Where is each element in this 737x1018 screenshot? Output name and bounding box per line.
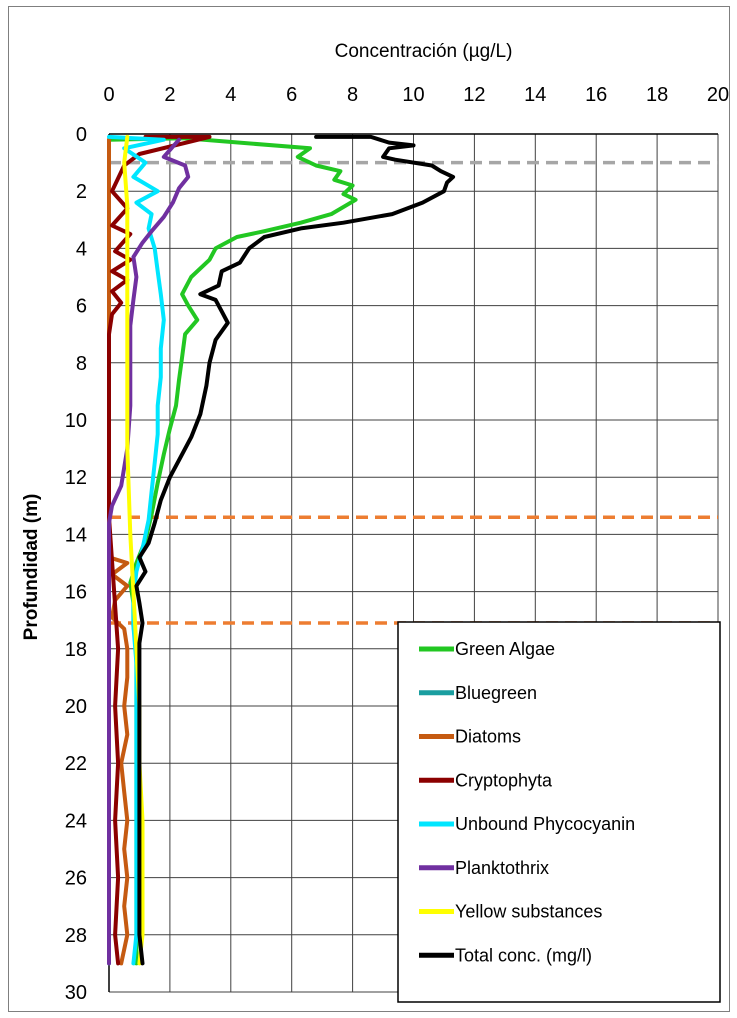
y-tick-label: 6 — [76, 296, 87, 318]
y-tick-label: 16 — [65, 582, 87, 604]
y-axis-title: Profundidad (m) — [21, 494, 42, 641]
x-tick-label: 14 — [524, 84, 546, 106]
series-total-conc-mg-l — [134, 134, 456, 966]
x-tick-label: 4 — [225, 84, 236, 106]
y-tick-label: 14 — [65, 524, 87, 546]
y-tick-label: 28 — [65, 925, 87, 947]
legend-label: Planktothrix — [455, 858, 549, 878]
legend-label: Diatoms — [455, 727, 521, 747]
x-tick-label: 12 — [463, 84, 485, 106]
legend-label: Cryptophyta — [455, 770, 553, 790]
y-tick-label: 4 — [76, 238, 87, 260]
y-tick-label: 8 — [76, 353, 87, 375]
y-tick-label: 20 — [65, 696, 87, 718]
x-axis-title: Concentración (µg/L) — [335, 41, 513, 62]
x-tick-label: 0 — [103, 84, 114, 106]
y-tick-label: 24 — [65, 810, 87, 832]
series-yellow-substances — [122, 134, 145, 966]
legend-label: Unbound Phycocyanin — [455, 814, 635, 834]
x-tick-label: 10 — [402, 84, 424, 106]
y-tick-label: 0 — [76, 124, 87, 146]
series-lines — [107, 134, 456, 966]
depth-profile-chart: 0 2 4 6 8 10 12 14 16 18 20 0246810121416182022242… — [21, 41, 729, 1004]
legend-label: Bluegreen — [455, 683, 537, 703]
x-tick-label: 16 — [585, 84, 607, 106]
legend-box — [397, 621, 721, 1003]
y-tick-label: 22 — [65, 753, 87, 775]
chart-frame: 0 2 4 6 8 10 12 14 16 18 20 0 2 4 6 8 10 12 14 16 18 20 22 24 2… — [8, 6, 730, 1012]
y-tick-label: 10 — [65, 410, 87, 432]
x-tick-label: 20 — [707, 84, 729, 106]
x-tick-label: 18 — [646, 84, 668, 106]
x-tick-label: 2 — [164, 84, 175, 106]
y-tick-label: 30 — [65, 982, 87, 1004]
legend: Green Algae Bluegreen Diatoms Cryptophyta Un… — [397, 621, 721, 1003]
legend-label: Green Algae — [455, 639, 555, 659]
series-planktothrix — [107, 137, 191, 966]
series-unbound-phycocyanin — [107, 134, 166, 966]
x-tick-labels: 0 2 4 6 8 10 12 14 16 18 20 — [103, 84, 729, 106]
y-tick-label: 2 — [76, 181, 87, 203]
y-tick-label: 18 — [65, 639, 87, 661]
legend-label: Total conc. (mg/l) — [455, 945, 592, 965]
series-green-algae — [107, 136, 358, 966]
y-tick-label: 12 — [65, 467, 87, 489]
x-tick-label: 6 — [286, 84, 297, 106]
legend-label: Yellow substances — [455, 902, 602, 922]
x-tick-label: 8 — [347, 84, 358, 106]
series-cryptophyta — [107, 134, 212, 966]
y-tick-label: 26 — [65, 868, 87, 890]
